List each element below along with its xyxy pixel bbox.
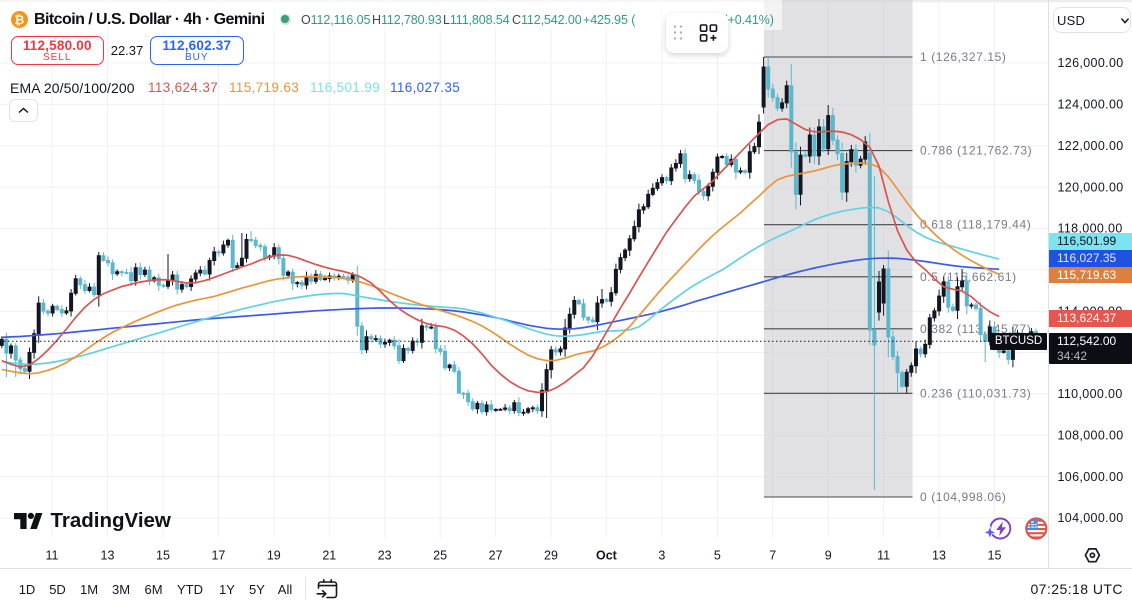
svg-text:108,000.00: 108,000.00 — [1058, 429, 1124, 443]
svg-text:17: 17 — [211, 549, 225, 563]
svg-text:5: 5 — [714, 549, 721, 563]
svg-text:0.786 (121,762.73): 0.786 (121,762.73) — [920, 144, 1032, 158]
svg-text:11: 11 — [877, 549, 890, 563]
svg-text:106,000.00: 106,000.00 — [1058, 470, 1124, 484]
svg-text:13: 13 — [932, 549, 946, 563]
svg-text:110,000.00: 110,000.00 — [1058, 387, 1123, 401]
svg-text:27: 27 — [489, 549, 503, 563]
svg-text:9: 9 — [825, 549, 832, 563]
svg-text:0 (104,998.06): 0 (104,998.06) — [920, 490, 1006, 504]
svg-text:0.382 (113,145.77): 0.382 (113,145.77) — [920, 322, 1031, 336]
svg-text:120,000.00: 120,000.00 — [1058, 180, 1124, 194]
svg-text:118,000.00: 118,000.00 — [1058, 222, 1123, 236]
svg-text:122,000.00: 122,000.00 — [1058, 139, 1124, 153]
svg-text:13: 13 — [101, 549, 115, 563]
svg-text:11: 11 — [46, 549, 59, 563]
svg-text:124,000.00: 124,000.00 — [1058, 98, 1124, 112]
svg-text:1 (126,327.15): 1 (126,327.15) — [920, 50, 1006, 64]
svg-text:25: 25 — [433, 549, 447, 563]
svg-text:19: 19 — [267, 549, 281, 563]
svg-text:Oct: Oct — [596, 549, 618, 563]
svg-text:104,000.00: 104,000.00 — [1058, 511, 1124, 525]
svg-text:0.236 (110,031.73): 0.236 (110,031.73) — [920, 386, 1031, 400]
svg-text:7: 7 — [769, 549, 776, 563]
svg-text:29: 29 — [544, 549, 558, 563]
svg-text:23: 23 — [378, 549, 392, 563]
svg-text:15: 15 — [156, 549, 170, 563]
svg-text:126,000.00: 126,000.00 — [1058, 56, 1124, 70]
svg-text:21: 21 — [322, 549, 336, 563]
svg-text:3: 3 — [658, 549, 665, 563]
svg-text:0.618 (118,179.44): 0.618 (118,179.44) — [920, 218, 1031, 232]
svg-text:15: 15 — [988, 549, 1002, 563]
